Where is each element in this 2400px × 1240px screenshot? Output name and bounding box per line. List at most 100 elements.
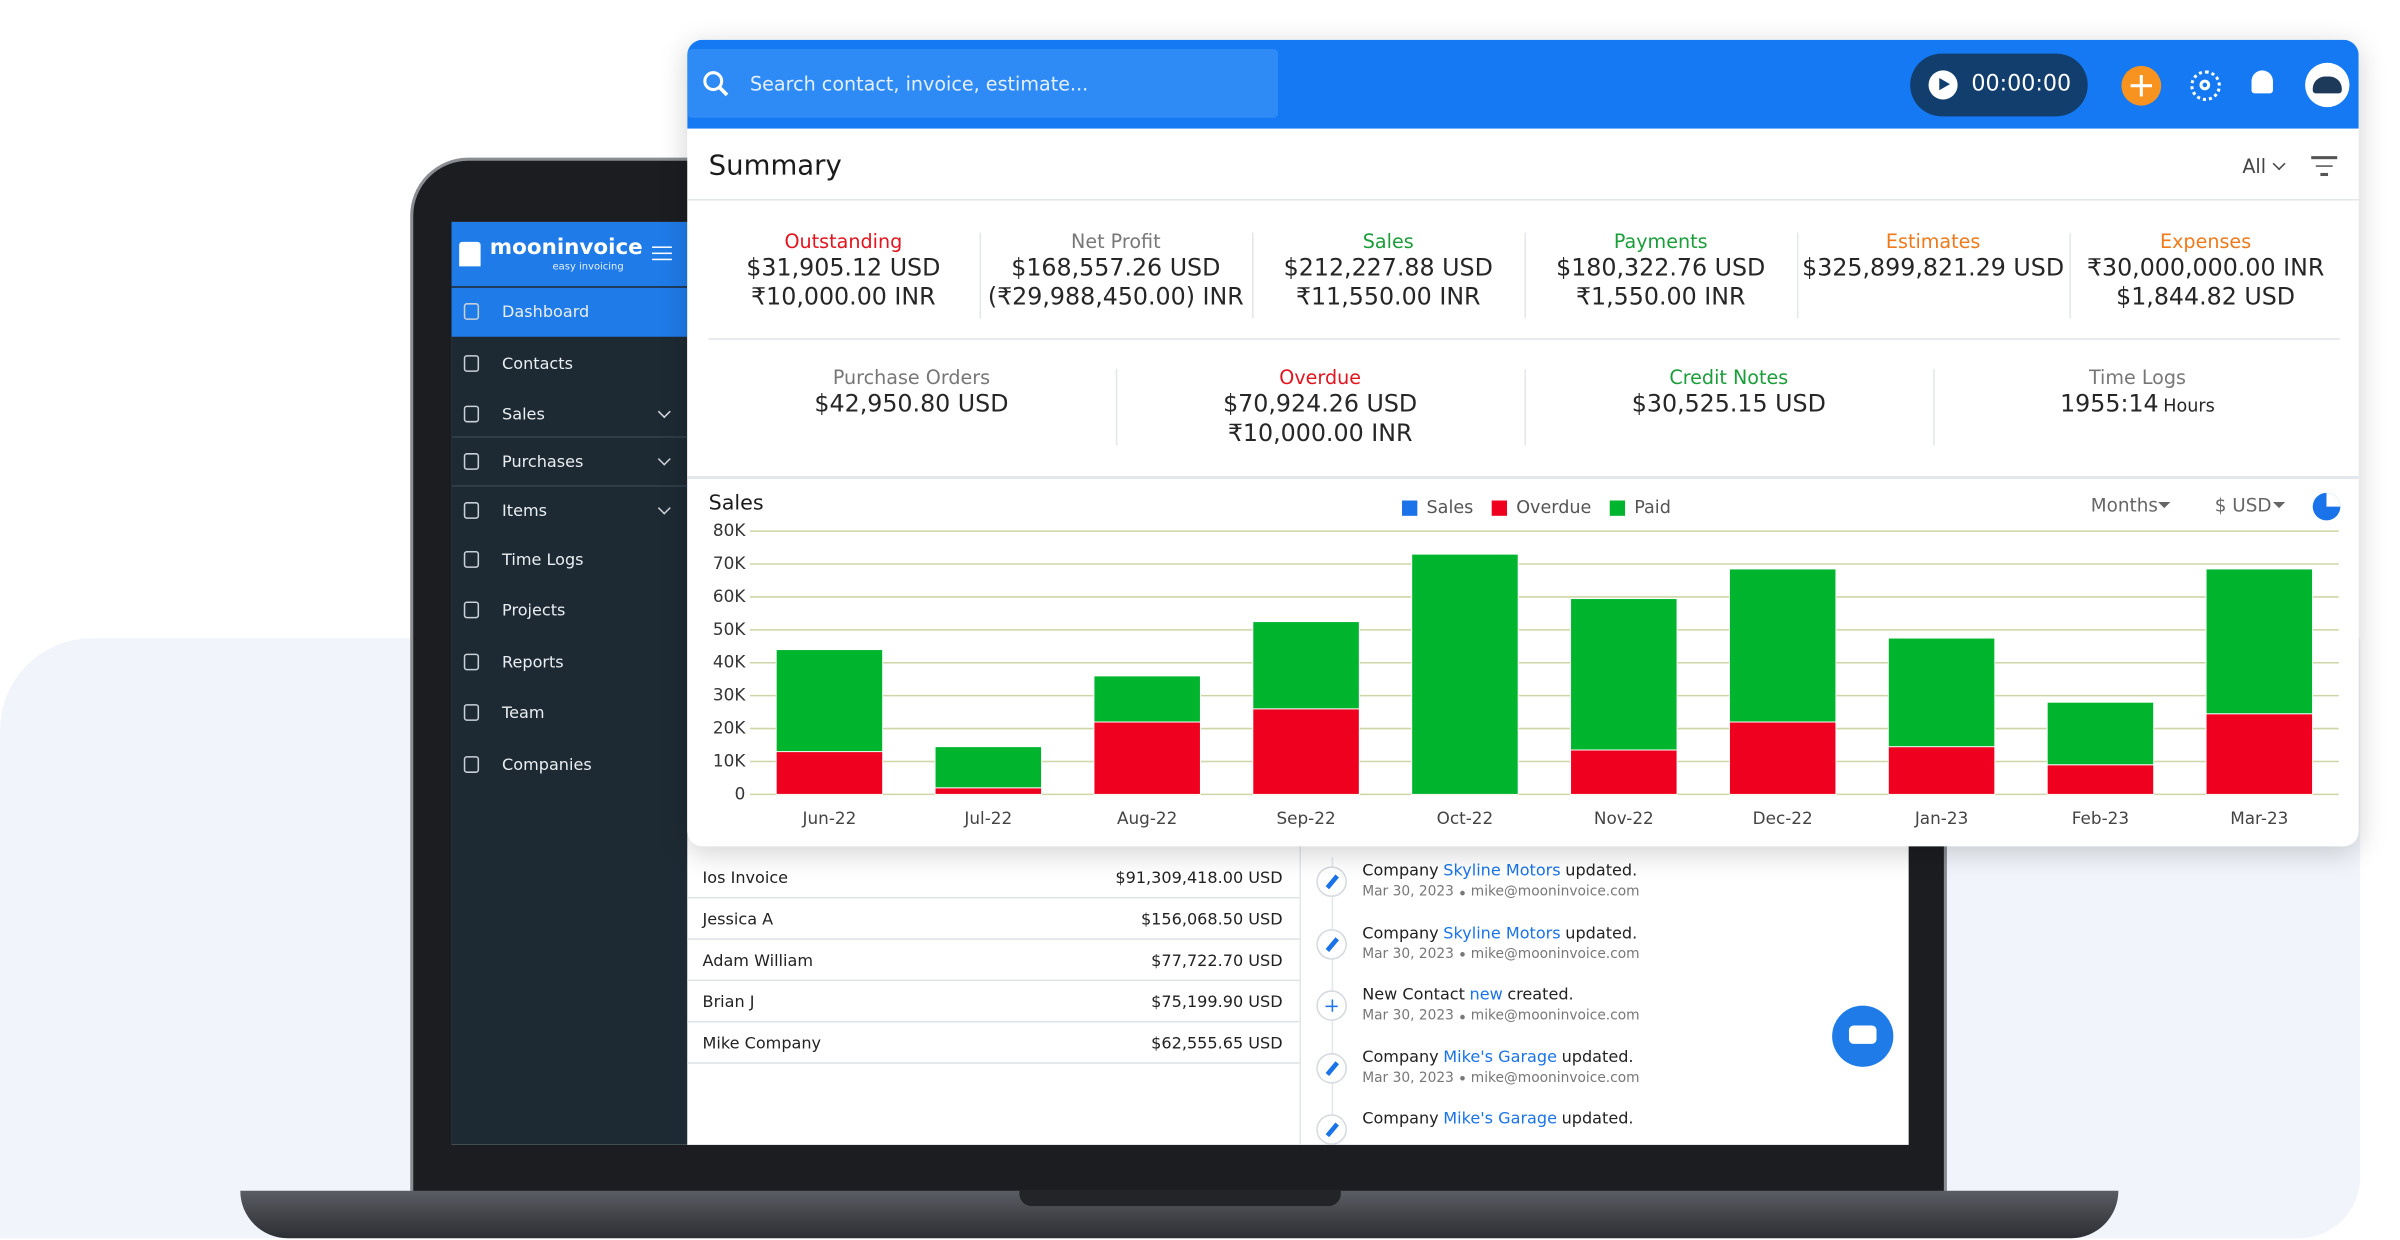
stat-label: Expenses: [2160, 229, 2252, 253]
activity-email: mike@mooninvoice.com: [1470, 1071, 1640, 1087]
stat-value: $42,950.80 USD: [814, 390, 1009, 418]
activity-text: Company Mike's Garage updated.: [1362, 1110, 1633, 1128]
activity-suffix: updated.: [1561, 1048, 1634, 1067]
stat: Credit Notes $30,525.15 USD: [1524, 366, 1933, 419]
avatar[interactable]: [2305, 62, 2350, 108]
stat-label: Purchase Orders: [832, 365, 991, 389]
activity-prefix: Company: [1362, 1048, 1439, 1067]
filter-dropdown[interactable]: All: [2242, 155, 2285, 178]
activity-suffix: updated.: [1565, 861, 1638, 881]
customer-name: Mike Company: [702, 1034, 822, 1054]
divider: [1796, 232, 1799, 319]
period-dropdown[interactable]: Months: [2091, 496, 2158, 517]
y-tick-label: 60K: [713, 586, 746, 606]
customer-amount: $91,309,418.00 USD: [1115, 869, 1283, 888]
stat-label: Outstanding: [784, 229, 903, 253]
divider: [451, 436, 688, 438]
activity-icon: [1316, 1114, 1347, 1145]
customer-name: Jessica A: [702, 910, 774, 930]
y-tick-label: 40K: [713, 652, 746, 672]
activity-icon: [1316, 866, 1347, 897]
nav-icon: [463, 653, 480, 671]
add-button[interactable]: [2121, 65, 2162, 106]
stat-value: $168,557.26 USD: [1011, 254, 1221, 282]
stat-value: 1955:14 Hours: [2060, 390, 2215, 418]
stat-value: $325,899,821.29 USD: [1802, 254, 2065, 282]
divider: [979, 232, 982, 319]
nav-label: Time Logs: [502, 551, 584, 570]
menu-button[interactable]: [652, 246, 672, 261]
logo-bar: mooninvoice easy invoicing: [451, 221, 688, 287]
stat-label: Estimates: [1885, 229, 1981, 253]
chat-button[interactable]: [1832, 1005, 1894, 1067]
customer-amount: $75,199.90 USD: [1151, 993, 1283, 1012]
nav-icon: [463, 405, 480, 423]
legend-label: Paid: [1634, 498, 1671, 518]
activity-link[interactable]: Skyline Motors: [1443, 861, 1561, 881]
customer-name: Ios Invoice: [702, 869, 789, 888]
divider: [1524, 232, 1527, 319]
activity-icon: [1316, 990, 1347, 1022]
x-tick-label: Feb-23: [2072, 808, 2129, 828]
y-tick-label: 70K: [713, 553, 746, 573]
activity-meta: Mar 30, 2023 mike@mooninvoice.com: [1362, 1071, 1639, 1086]
activity-suffix: updated.: [1561, 1110, 1634, 1129]
nav-item[interactable]: Contacts: [452, 340, 688, 389]
divider: [687, 198, 2359, 201]
stat: Outstanding $31,905.12 USD ₹10,000.00 INR: [707, 230, 979, 311]
settings-button[interactable]: [2190, 70, 2221, 102]
nav-item[interactable]: Team: [452, 689, 688, 738]
activity-date: Mar 30, 2023: [1362, 946, 1454, 963]
stat-label: Credit Notes: [1669, 365, 1789, 389]
activity-text: Company Skyline Motors updated. Mar 30, 202…: [1362, 862, 1639, 900]
currency-dropdown[interactable]: $ USD: [2215, 496, 2272, 517]
search-box[interactable]: Search contact, invoice, estimate...: [687, 48, 1279, 118]
nav-item[interactable]: Time Logs: [452, 536, 688, 585]
top-customers: Ios Invoice $91,309,418.00 USD Jessica A $1…: [687, 857, 1300, 1145]
stat-label: Overdue: [1279, 365, 1362, 389]
timer[interactable]: 00:00:00: [1910, 53, 2088, 117]
nav-item[interactable]: Purchases: [452, 438, 688, 487]
stat: Sales $212,227.88 USD ₹11,550.00 INR: [1252, 230, 1524, 311]
activity-link[interactable]: Skyline Motors: [1443, 923, 1561, 943]
play-icon: [1928, 70, 1958, 100]
plus: [1325, 1005, 1338, 1008]
customer-row[interactable]: Jessica A $156,068.50 USD: [687, 898, 1300, 940]
stat-value: ₹11,550.00 INR: [1295, 282, 1481, 310]
x-tick-label: Aug-22: [1117, 808, 1177, 828]
separator: [1460, 1076, 1465, 1082]
y-tick-label: 50K: [713, 619, 746, 639]
customer-row[interactable]: Brian J $75,199.90 USD: [687, 981, 1300, 1023]
bar: [2205, 568, 2314, 715]
nav-item[interactable]: Reports: [452, 638, 688, 687]
stat: Time Logs 1955:14 Hours: [1933, 366, 2342, 420]
customer-row[interactable]: Mike Company $62,555.65 USD: [687, 1022, 1300, 1064]
filter-icon[interactable]: [2311, 156, 2338, 176]
nav-item[interactable]: Sales: [452, 390, 688, 439]
notifications-button[interactable]: [2251, 70, 2273, 94]
customer-row[interactable]: Adam William $77,722.70 USD: [687, 940, 1300, 982]
bar: [2046, 701, 2155, 766]
bar: [2046, 764, 2155, 795]
summary-title: Summary: [708, 149, 842, 183]
nav-item[interactable]: Items: [452, 487, 688, 536]
nav-item[interactable]: Projects: [452, 586, 688, 635]
nav-item[interactable]: Companies: [452, 741, 688, 790]
bar: [1411, 553, 1519, 795]
activity-link[interactable]: Mike's Garage: [1443, 1048, 1558, 1067]
bar: [1570, 749, 1678, 795]
x-tick-label: Dec-22: [1753, 808, 1813, 828]
activity-link[interactable]: Mike's Garage: [1443, 1110, 1558, 1129]
nav-label: Purchases: [502, 453, 584, 472]
separator: [1460, 952, 1465, 957]
nav-item[interactable]: Dashboard: [451, 287, 688, 337]
activity-suffix: updated.: [1565, 923, 1638, 943]
divider: [1299, 841, 1302, 1145]
stat-value: ₹30,000,000.00 INR: [2086, 254, 2325, 282]
activity-link[interactable]: new: [1469, 985, 1503, 1005]
divider: [708, 338, 2341, 340]
bar: [1887, 637, 1996, 748]
customer-row[interactable]: Ios Invoice $91,309,418.00 USD: [687, 857, 1300, 899]
